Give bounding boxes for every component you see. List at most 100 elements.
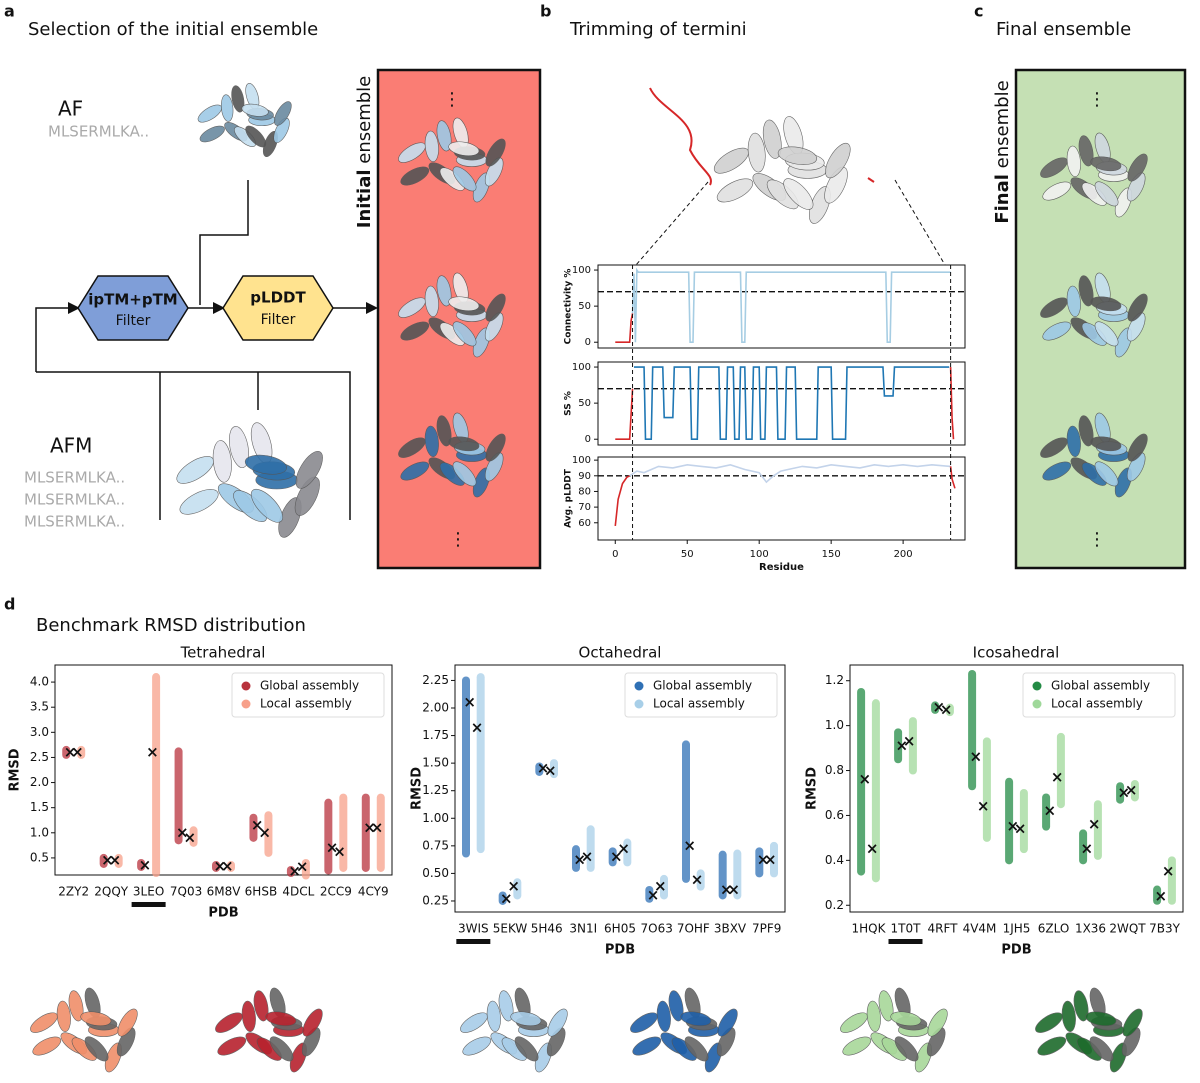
x-tick-label: 50 xyxy=(681,549,694,560)
line xyxy=(949,466,956,489)
protein-shape xyxy=(842,1036,872,1056)
legend-swatch xyxy=(634,681,644,691)
mean-marker: × xyxy=(859,770,872,788)
protein-shape xyxy=(1094,461,1119,487)
protein-shape xyxy=(117,1008,138,1037)
y-tick-label: 50 xyxy=(578,301,591,312)
y-tick-label: 70 xyxy=(578,502,591,513)
protein-shape xyxy=(510,1011,542,1027)
protein-shape xyxy=(1085,1011,1117,1027)
x-axis-label: PDB xyxy=(208,906,238,921)
protein-shape xyxy=(1127,153,1148,182)
protein-shape xyxy=(1126,312,1146,342)
protein-shape xyxy=(436,275,452,307)
protein-shape xyxy=(228,426,249,469)
mean-marker: × xyxy=(296,857,309,875)
protein-shape xyxy=(400,461,430,481)
y-tick-label: 100 xyxy=(572,362,591,373)
panel-title: Trimming of termini xyxy=(569,19,747,40)
y-axis-label: SS % xyxy=(564,391,574,416)
protein-shape xyxy=(514,1036,539,1062)
zoom-lines xyxy=(635,179,946,266)
mean-marker: × xyxy=(903,732,916,750)
y-tick-label: 1.2 xyxy=(825,673,844,687)
protein-shape xyxy=(32,1036,62,1056)
x-tick-label: 100 xyxy=(750,549,769,560)
mean-marker: × xyxy=(977,797,990,815)
protein-shape xyxy=(245,125,267,148)
protein-shape xyxy=(294,476,320,516)
panel-letter: c xyxy=(974,2,983,21)
ensemble-rest: ensemble xyxy=(992,80,1013,168)
mean-marker: × xyxy=(1081,840,1094,858)
protein-shape xyxy=(452,321,477,347)
mean-marker: × xyxy=(1118,783,1131,801)
point-spread xyxy=(586,825,595,872)
point-spread xyxy=(623,838,632,867)
y-tick-label: 0 xyxy=(585,434,591,445)
ensemble-label: Initial ensemble xyxy=(354,76,375,229)
point-spread xyxy=(1167,856,1176,905)
mean-marker: × xyxy=(221,857,234,875)
mean-marker: × xyxy=(64,743,77,761)
point-spread xyxy=(249,813,258,842)
point-spread xyxy=(476,673,485,854)
x-tick-label: 6H05 xyxy=(604,922,636,936)
protein-shape xyxy=(716,1027,736,1057)
point-spread xyxy=(376,793,385,872)
protein-shape xyxy=(486,1000,501,1032)
x-tick-label: 3WIS xyxy=(458,922,489,936)
protein-shape xyxy=(717,1008,738,1037)
highlight-bar xyxy=(888,939,923,944)
line xyxy=(629,464,951,484)
mean-marker: × xyxy=(544,761,557,779)
protein-shape xyxy=(1090,436,1122,452)
protein-shape xyxy=(630,1012,658,1033)
protein-shape xyxy=(1078,275,1094,307)
x-tick-label: 5H46 xyxy=(531,922,563,936)
x-tick-label: 4DCL xyxy=(282,885,314,899)
protein-shape xyxy=(684,1036,709,1062)
panel-title: Final ensemble xyxy=(996,19,1131,40)
mean-marker: × xyxy=(251,816,264,834)
y-tick-label: 0.75 xyxy=(422,838,449,852)
protein-shape xyxy=(824,166,848,204)
protein-shape xyxy=(484,312,504,342)
mean-marker: × xyxy=(258,823,271,841)
mean-marker: × xyxy=(654,877,667,895)
sequence: MLSERMLKA.. xyxy=(24,513,125,531)
protein-shape xyxy=(269,1036,294,1062)
mean-marker: × xyxy=(683,836,696,854)
y-tick-label: 0.50 xyxy=(422,866,449,880)
mean-marker: × xyxy=(757,851,770,869)
plot-frame xyxy=(54,664,393,876)
y-tick-label: 1.00 xyxy=(422,811,449,825)
mean-marker: × xyxy=(1155,887,1168,905)
plot-frame xyxy=(597,456,966,541)
protein-shape xyxy=(452,461,477,487)
protein-shape xyxy=(825,142,851,179)
mean-marker: × xyxy=(184,828,197,846)
mean-marker: × xyxy=(581,847,594,865)
mean-marker: × xyxy=(1088,815,1101,833)
protein-shape xyxy=(179,489,219,515)
protein-shape xyxy=(1089,1036,1114,1062)
arrowheads xyxy=(68,302,378,314)
point-spread xyxy=(894,728,903,764)
point-spread xyxy=(1042,793,1051,831)
mean-marker: × xyxy=(647,886,660,904)
x-tick-label: 4V4M xyxy=(963,922,997,936)
mean-marker: × xyxy=(109,851,122,869)
filter-label: Filter xyxy=(116,313,151,329)
protein-shape xyxy=(1078,415,1094,447)
point-spread xyxy=(152,673,161,877)
y-tick-label: 3.5 xyxy=(30,700,49,714)
legend-swatch xyxy=(241,681,251,691)
point-spread xyxy=(264,811,273,857)
mean-marker: × xyxy=(866,840,879,858)
protein-shape xyxy=(716,178,754,203)
x-tick-label: 4RFT xyxy=(928,922,959,936)
x-tick-label: 7PF9 xyxy=(752,922,781,936)
protein-shape xyxy=(274,101,292,126)
x-tick-label: 7Q03 xyxy=(170,885,202,899)
